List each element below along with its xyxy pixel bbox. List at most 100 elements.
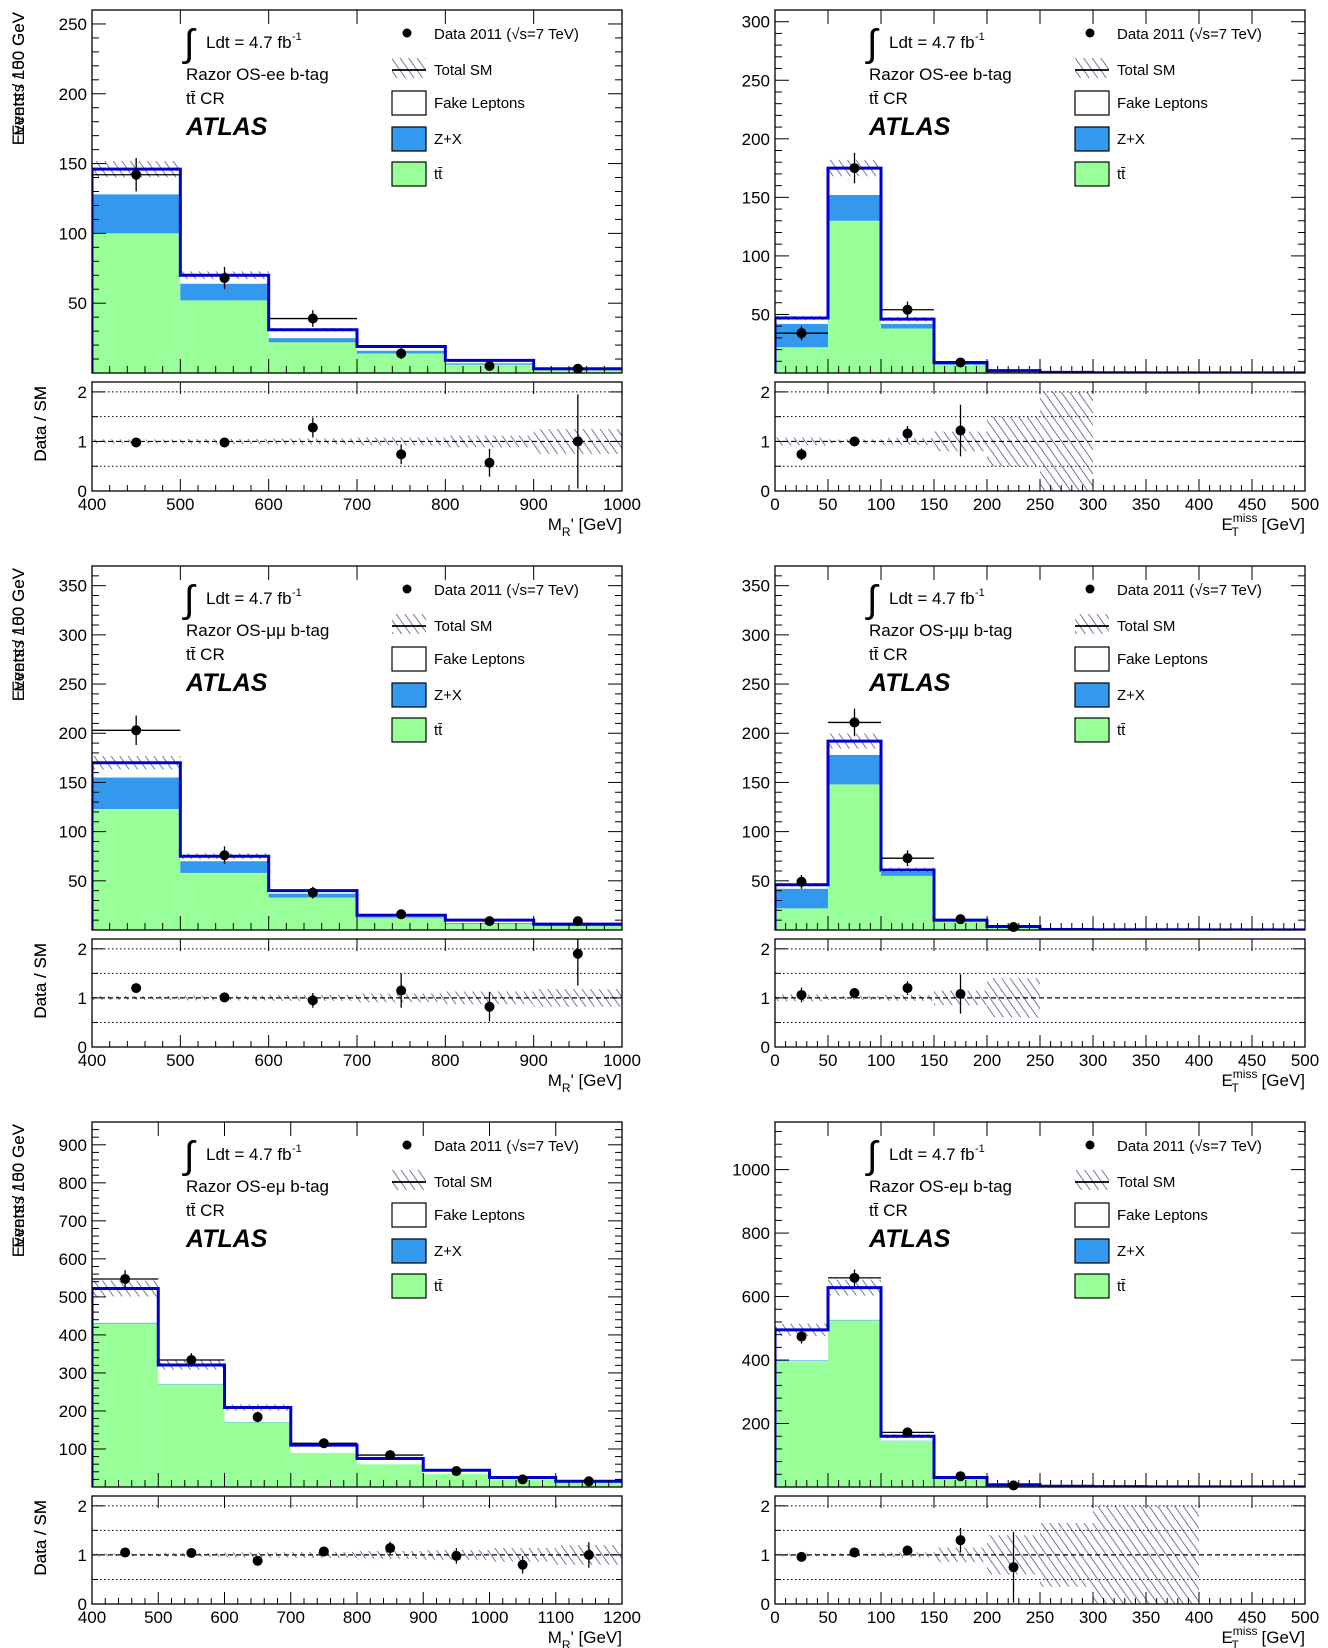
ttbar-bar bbox=[268, 897, 357, 930]
ratio-y-tick-label: 1 bbox=[78, 989, 87, 1008]
stack-group bbox=[92, 161, 622, 373]
y-tick-label: 300 bbox=[742, 13, 770, 32]
integral-sign: ∫ bbox=[865, 23, 880, 65]
x-tick-label: 1000 bbox=[471, 1608, 509, 1627]
y-tick-label: 200 bbox=[59, 724, 87, 743]
data-point bbox=[1008, 1480, 1019, 1491]
integral-sign: ∫ bbox=[182, 1135, 197, 1177]
x-tick-label: 1000 bbox=[603, 1051, 641, 1070]
x-tick-label: 700 bbox=[343, 1051, 371, 1070]
y-tick-label: 50 bbox=[68, 872, 87, 891]
y-tick-label: 250 bbox=[59, 15, 87, 34]
legend-zx-swatch bbox=[1074, 126, 1110, 152]
data-point bbox=[219, 273, 230, 284]
y-tick-label: 400 bbox=[742, 1351, 770, 1370]
ratio-y-tick-label: 0 bbox=[761, 1595, 770, 1614]
legend-zx-label: Z+X bbox=[434, 131, 462, 148]
legend-ttbar-label: tt̄ bbox=[434, 1278, 443, 1295]
ratio-point bbox=[120, 1547, 131, 1558]
ratio-point bbox=[451, 1550, 462, 1561]
data-point bbox=[451, 1466, 462, 1477]
data-point bbox=[385, 1450, 396, 1461]
data-point bbox=[955, 1471, 966, 1482]
x-tick-label: 1100 bbox=[537, 1608, 574, 1627]
legend-total-label: Total SM bbox=[434, 62, 492, 79]
ttbar-bar bbox=[828, 784, 881, 930]
ratio-point bbox=[131, 437, 142, 448]
x-axis-label: Emiss T [GeV] bbox=[1221, 511, 1305, 539]
ttbar-bar bbox=[92, 233, 181, 373]
zx-bar bbox=[828, 195, 881, 221]
integral-sign: ∫ bbox=[865, 579, 880, 621]
x-tick-label: 250 bbox=[1026, 1051, 1054, 1070]
control-region-label: tt̄ CR bbox=[186, 89, 225, 108]
data-point bbox=[955, 914, 966, 925]
ttbar-bar bbox=[934, 921, 987, 930]
control-region-label: tt̄ CR bbox=[869, 1201, 908, 1220]
legend-fake-label: Fake Leptons bbox=[1117, 651, 1208, 668]
legend-ttbar-label: tt̄ bbox=[434, 166, 443, 183]
fake-bar bbox=[268, 332, 357, 339]
ttbar-bar bbox=[357, 1464, 424, 1487]
ratio-point bbox=[796, 449, 807, 460]
y-tick-label: 350 bbox=[742, 577, 770, 596]
x-tick-label: 450 bbox=[1238, 1608, 1266, 1627]
legend-fake-label: Fake Leptons bbox=[434, 1207, 525, 1224]
data-point bbox=[484, 916, 495, 927]
data-point bbox=[849, 717, 860, 728]
x-tick-label: 450 bbox=[1238, 1051, 1266, 1070]
total-sm-line bbox=[92, 1287, 622, 1487]
ratio-y-tick-label: 0 bbox=[78, 1038, 87, 1057]
fake-bar bbox=[775, 320, 828, 324]
y-tick-label: 600 bbox=[742, 1288, 770, 1307]
ratio-group bbox=[92, 939, 622, 1023]
legend-total-hatch bbox=[392, 58, 426, 78]
zx-bar bbox=[775, 1360, 828, 1361]
ratio-point bbox=[902, 983, 913, 994]
ratio-y-tick-label: 0 bbox=[78, 1595, 87, 1614]
ratio-point bbox=[131, 983, 142, 994]
ratio-point bbox=[955, 988, 966, 999]
region-label: Razor OS-ee b-tag bbox=[186, 65, 329, 84]
legend-data-label: Data 2011 (√s=7 TeV) bbox=[434, 1138, 579, 1155]
data-point bbox=[902, 853, 913, 864]
ttbar-bar bbox=[881, 328, 934, 373]
atlas-label: ATLAS bbox=[868, 113, 951, 141]
y-tick-label: 300 bbox=[59, 1364, 87, 1383]
legend-ttbar-swatch bbox=[391, 717, 427, 743]
ratio-y-axis-label: Data / SM bbox=[31, 943, 50, 1019]
region-label: Razor OS-eμ b-tag bbox=[186, 1177, 329, 1196]
data-point bbox=[796, 876, 807, 887]
y-axis-label: Events / 50 GeV bbox=[9, 11, 28, 135]
x-tick-label: 400 bbox=[1185, 1051, 1213, 1070]
y-tick-label: 100 bbox=[742, 823, 770, 842]
ratio-y-tick-label: 0 bbox=[761, 482, 770, 501]
ratio-point bbox=[849, 988, 860, 998]
data-point bbox=[219, 850, 230, 861]
ratio-y-tick-label: 1 bbox=[761, 1546, 770, 1565]
x-tick-label: 1200 bbox=[603, 1608, 641, 1627]
y-tick-label: 200 bbox=[742, 1415, 770, 1434]
ttbar-bar bbox=[881, 875, 934, 930]
data-point bbox=[186, 1355, 197, 1366]
atlas-label: ATLAS bbox=[185, 1225, 268, 1253]
zx-bar bbox=[268, 338, 357, 343]
legend-zx-label: Z+X bbox=[1117, 1243, 1145, 1260]
legend-fake-swatch bbox=[1074, 1202, 1110, 1228]
ratio-group bbox=[92, 1505, 622, 1580]
y-tick-label: 50 bbox=[68, 294, 87, 313]
data-point bbox=[796, 328, 807, 339]
region-label: Razor OS-μμ b-tag bbox=[869, 621, 1012, 640]
y-tick-label: 200 bbox=[59, 85, 87, 104]
fake-bar bbox=[290, 1445, 357, 1453]
ttbar-bar bbox=[92, 808, 181, 930]
ratio-point bbox=[955, 425, 966, 436]
ratio-y-axis-label: Data / SM bbox=[31, 386, 50, 462]
x-tick-label: 900 bbox=[519, 495, 547, 514]
atlas-label: ATLAS bbox=[185, 669, 268, 697]
x-axis-label: Emiss T [GeV] bbox=[1221, 1624, 1305, 1648]
legend-data-marker bbox=[402, 1140, 412, 1150]
y-tick-label: 700 bbox=[59, 1212, 87, 1231]
integral-sign: ∫ bbox=[182, 579, 197, 621]
